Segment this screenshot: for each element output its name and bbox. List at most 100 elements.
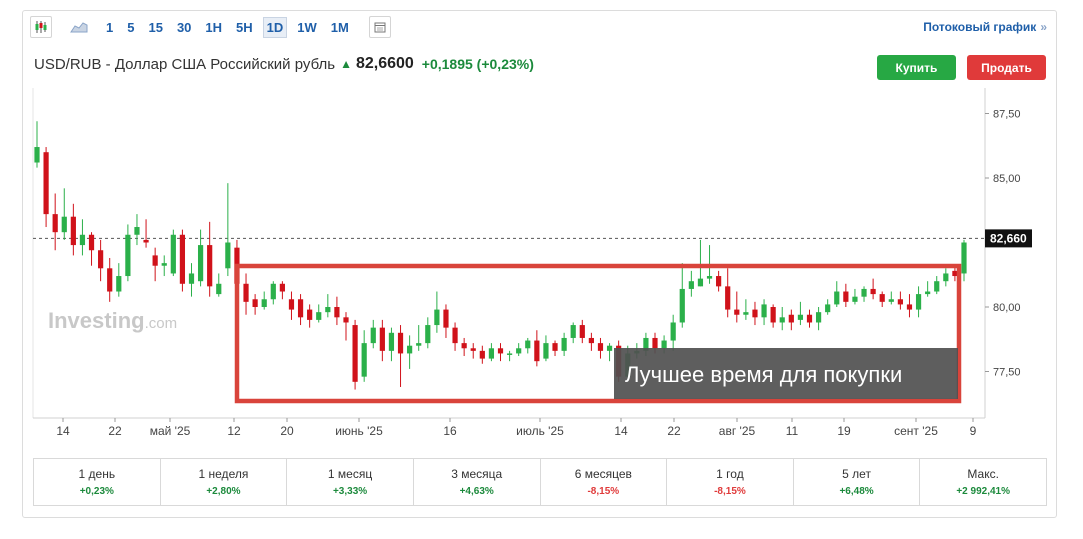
candle	[797, 301, 804, 326]
timeframe-30[interactable]: 30	[176, 19, 192, 35]
candle	[425, 317, 431, 349]
candle	[779, 307, 785, 331]
candle	[407, 335, 413, 369]
candle-body	[470, 348, 476, 351]
candle-body	[34, 147, 40, 163]
candle	[297, 294, 304, 326]
timeframe-1h[interactable]: 1H	[205, 19, 223, 35]
candle-body	[597, 343, 604, 351]
streaming-chart-link[interactable]: Потоковый график»	[923, 20, 1047, 34]
candle-body	[316, 312, 322, 320]
candle-body	[307, 309, 313, 320]
candle-body	[388, 332, 395, 351]
sell-button[interactable]: Продать	[967, 55, 1046, 80]
double-chevron-icon: »	[1040, 20, 1047, 34]
performance-period[interactable]: 1 неделя +2,80%	[161, 459, 288, 505]
area-chart-icon[interactable]	[68, 16, 90, 38]
candle	[879, 291, 885, 307]
candle-body	[479, 350, 485, 359]
candle-body	[61, 216, 67, 233]
candle-body	[897, 299, 903, 305]
candle	[579, 319, 585, 344]
candle	[679, 263, 685, 328]
timeframe-1[interactable]: 1	[106, 19, 114, 35]
candle-body	[216, 283, 222, 295]
performance-period[interactable]: 5 лет +6,48%	[794, 459, 921, 505]
performance-period[interactable]: Макс. +2 992,41%	[920, 459, 1046, 505]
candle	[98, 239, 104, 282]
period-label: 6 месяцев	[574, 467, 632, 481]
period-label: 1 год	[716, 467, 744, 481]
timeframe-5h[interactable]: 5H	[236, 19, 253, 35]
candle-body	[943, 273, 949, 282]
x-tick-label: 22	[108, 424, 122, 438]
performance-period[interactable]: 1 день +0,23%	[34, 459, 161, 505]
candle-body	[834, 291, 840, 305]
candle	[452, 322, 458, 351]
candle	[416, 325, 422, 351]
candle	[316, 304, 322, 323]
y-tick-label: 80,00	[993, 302, 1021, 314]
candlestick-icon[interactable]	[30, 16, 52, 38]
candle	[770, 304, 776, 328]
annotation-box	[614, 348, 958, 399]
buy-button[interactable]: Купить	[877, 55, 956, 80]
candle-body	[252, 299, 258, 307]
candle	[825, 299, 831, 315]
candle	[588, 332, 594, 351]
candle-body	[843, 291, 849, 302]
candle	[761, 299, 767, 326]
period-change: +2,80%	[206, 486, 241, 497]
candle-body	[906, 304, 913, 310]
timeframe-5[interactable]: 5	[127, 19, 135, 35]
timeframe-1w[interactable]: 1W	[297, 19, 317, 35]
period-label: 1 день	[78, 467, 116, 481]
candle-body	[815, 312, 822, 323]
candle	[843, 283, 849, 307]
candle-body	[143, 239, 149, 243]
candle-body	[343, 317, 349, 323]
candle-body	[525, 340, 531, 349]
candle-body	[370, 327, 376, 344]
period-label: 5 лет	[842, 467, 871, 481]
timeframe-1d[interactable]: 1D	[262, 16, 288, 38]
candle	[743, 299, 749, 320]
candle-body	[98, 250, 104, 269]
timeframe-15[interactable]: 15	[148, 19, 163, 35]
candle-body	[407, 345, 413, 354]
candle	[552, 340, 558, 357]
performance-period[interactable]: 1 месяц +3,33%	[287, 459, 414, 505]
performance-period[interactable]: 6 месяцев -8,15%	[541, 459, 668, 505]
candle	[361, 330, 367, 382]
candle	[170, 229, 176, 277]
calendar-icon[interactable]	[368, 16, 391, 38]
x-tick-label: 14	[614, 424, 628, 438]
candle	[161, 255, 167, 277]
candle	[243, 273, 249, 315]
candle	[488, 343, 495, 362]
candle-body	[752, 309, 758, 318]
price-chart[interactable]: 87,50 85,00 80,00 77,50 14 22 май '25 12 20 июнь …	[0, 0, 1083, 455]
candle	[197, 229, 204, 287]
period-label: Макс.	[967, 467, 999, 481]
candle-body	[43, 152, 49, 215]
candle-body	[197, 245, 204, 282]
candle	[34, 121, 40, 168]
performance-period[interactable]: 3 месяца +4,63%	[414, 459, 541, 505]
performance-period[interactable]: 1 год -8,15%	[667, 459, 794, 505]
candle	[70, 203, 76, 256]
candle-body	[852, 296, 858, 302]
candle	[888, 291, 894, 305]
timeframe-1m[interactable]: 1M	[330, 19, 349, 35]
candle	[325, 294, 331, 318]
candle	[670, 314, 676, 351]
x-tick-label: сент '25	[894, 424, 938, 438]
candle-body	[888, 299, 894, 302]
candle	[134, 214, 140, 246]
candle-body	[397, 332, 404, 354]
candle	[516, 343, 522, 357]
candle-body	[434, 309, 440, 326]
candle-body	[879, 294, 885, 302]
candle	[725, 268, 731, 318]
period-label: 1 месяц	[327, 467, 373, 481]
